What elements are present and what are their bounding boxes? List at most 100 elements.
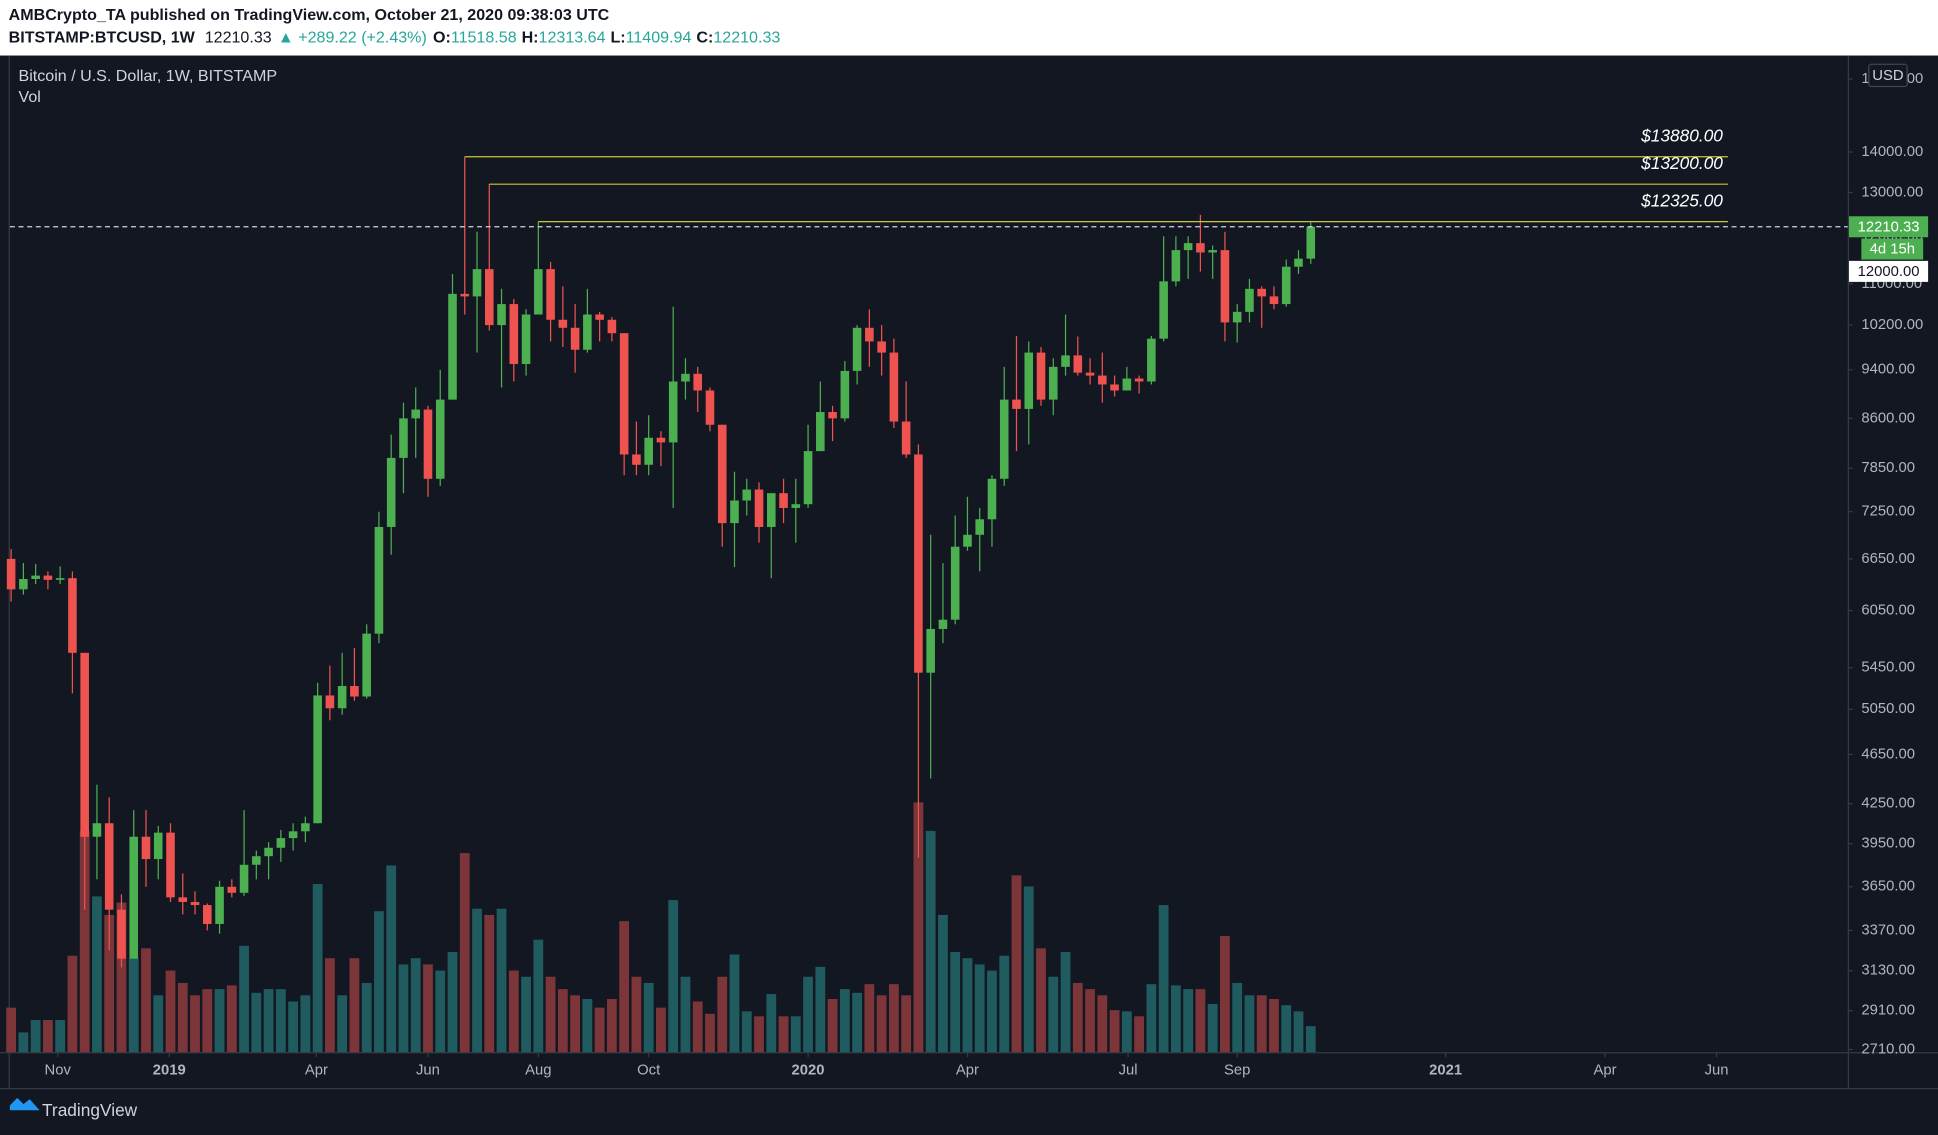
candle-body xyxy=(6,558,16,590)
candle-body xyxy=(1012,399,1021,409)
candle-body xyxy=(337,686,347,709)
volume-bar xyxy=(827,998,838,1053)
candle-body xyxy=(1171,250,1181,282)
candle-body xyxy=(252,856,261,865)
volume-bar xyxy=(1072,982,1083,1053)
volume-bar xyxy=(717,976,728,1053)
candle-body xyxy=(1245,288,1254,312)
candle-body xyxy=(448,293,457,400)
candle-body xyxy=(1024,352,1034,409)
brand[interactable]: TradingView xyxy=(42,1100,138,1120)
volume-bar xyxy=(729,954,740,1053)
volume-bar xyxy=(656,1007,666,1053)
volume-bar xyxy=(1170,985,1181,1053)
candle-body xyxy=(141,836,151,860)
candle-body xyxy=(362,633,371,697)
volume-label: Vol xyxy=(19,88,41,106)
candle-body xyxy=(325,695,335,709)
candle-body xyxy=(509,304,519,364)
volume-bar xyxy=(790,1016,801,1053)
candle-body xyxy=(705,390,715,425)
candle-body xyxy=(779,493,788,508)
volume-bar xyxy=(803,976,813,1053)
x-tick-label: Apr xyxy=(1593,1063,1616,1079)
candle-body xyxy=(926,628,935,673)
candle-body xyxy=(656,437,666,443)
volume-bar xyxy=(410,958,421,1053)
volume-bar xyxy=(190,995,200,1053)
x-tick-label: Apr xyxy=(305,1063,328,1079)
volume-bar xyxy=(435,970,446,1053)
volume-bar xyxy=(557,989,568,1053)
volume-bar xyxy=(104,914,115,1053)
volume-bar xyxy=(447,952,458,1053)
overlay: USD 12210.33 4d 15h 12000.00 xyxy=(1849,63,1929,282)
candle-body xyxy=(975,519,985,535)
volume-bar xyxy=(226,985,237,1053)
candle-body xyxy=(1098,375,1107,385)
candle-body xyxy=(865,327,874,342)
candle-body xyxy=(399,418,408,458)
candle-body xyxy=(1036,352,1046,400)
candle-body xyxy=(202,905,212,924)
candle-body xyxy=(374,526,384,634)
volume-bar xyxy=(668,900,679,1053)
volume-bar xyxy=(55,1020,66,1053)
volume-bar xyxy=(165,970,176,1053)
volume-bar xyxy=(643,982,654,1053)
candle-body xyxy=(963,534,972,547)
symbol-line: BITSTAMP:BTCUSD, 1W 12210.33 ▲ +289.22 (+2… xyxy=(9,29,781,47)
candle-body xyxy=(153,832,163,860)
volume-bar xyxy=(177,982,188,1053)
volume-bar xyxy=(251,992,262,1053)
candle-body xyxy=(852,327,862,371)
x-tick-label: 2021 xyxy=(1429,1063,1462,1079)
y-tick-label: 13000.00 xyxy=(1861,184,1923,200)
candle-body xyxy=(816,412,825,452)
plot: 16000.0014000.0013000.0012000.0011000.00… xyxy=(6,71,1923,1079)
volume-bar xyxy=(1121,1011,1132,1053)
marker-label: 12000.00 xyxy=(1858,264,1920,280)
volume-bar xyxy=(300,995,311,1053)
volume-bar xyxy=(778,1016,789,1053)
symbol: BITSTAMP:BTCUSD, 1W xyxy=(9,29,196,47)
candle-body xyxy=(950,546,960,620)
candle-body xyxy=(840,370,850,419)
currency[interactable]: USD xyxy=(1872,68,1903,84)
publisher-text: AMBCrypto_TA published on TradingView.co… xyxy=(9,6,610,24)
candle-body xyxy=(583,314,592,350)
volume-bar xyxy=(631,976,642,1053)
currency-button[interactable] xyxy=(1868,63,1908,88)
y-tick-label: 10200.00 xyxy=(1861,317,1923,333)
candle-body xyxy=(546,269,555,320)
volume-bar xyxy=(128,958,139,1053)
y-tick-label: 2710.00 xyxy=(1861,1041,1915,1057)
volume-bar xyxy=(484,914,495,1053)
volume-bar xyxy=(1244,995,1255,1053)
x-tick-label: Oct xyxy=(637,1063,661,1079)
marker-box xyxy=(1849,260,1929,282)
publisher: AMBCrypto_TA published on TradingView.co… xyxy=(9,6,610,24)
candle-body xyxy=(43,575,53,580)
volume-bar xyxy=(508,970,519,1053)
candle-body xyxy=(730,500,739,524)
volume-bar xyxy=(1281,1005,1292,1053)
candle-body xyxy=(276,838,286,848)
candle-body xyxy=(301,823,310,832)
candle-body xyxy=(1281,266,1291,305)
candle-body xyxy=(1061,355,1070,367)
ohlc-value: 12210.33 xyxy=(713,29,780,47)
volume-bar xyxy=(1146,984,1157,1053)
volume-bar xyxy=(1023,886,1034,1053)
y-tick-label: 3130.00 xyxy=(1861,963,1915,979)
volume-bar xyxy=(925,830,936,1053)
volume-bar xyxy=(533,939,544,1053)
volume-bar xyxy=(766,994,777,1053)
x-tick-label: Apr xyxy=(956,1063,979,1079)
x-tick-label: Jul xyxy=(1119,1063,1138,1079)
volume-bar xyxy=(312,884,323,1053)
candle-body xyxy=(889,352,899,422)
candle-body xyxy=(607,319,617,334)
candle-body xyxy=(1196,243,1205,253)
